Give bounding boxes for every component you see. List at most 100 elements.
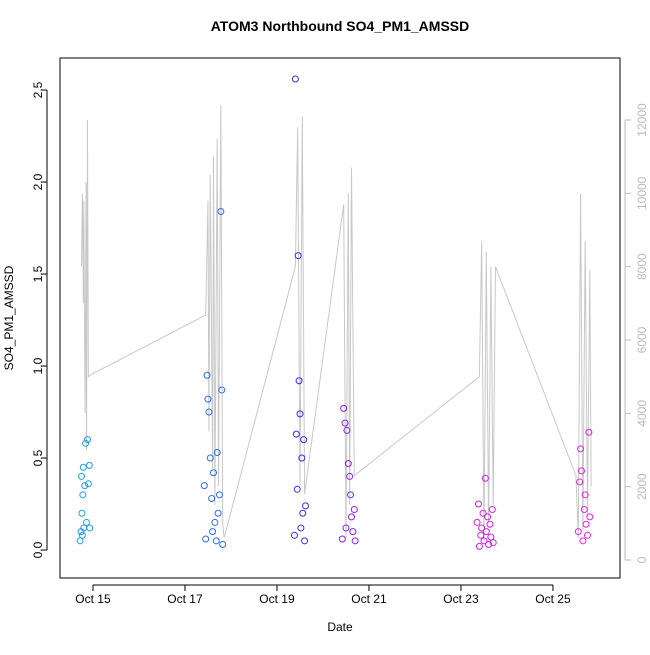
y-tick-label: 1.0: [31, 357, 45, 374]
point: [301, 537, 309, 545]
y-axis-label: SO4_PM1_AMSSD: [2, 265, 16, 370]
point: [79, 463, 87, 471]
point: [215, 491, 223, 499]
point: [478, 524, 486, 532]
point: [346, 472, 354, 480]
point: [338, 535, 346, 543]
y-tick-label: 0.0: [31, 541, 45, 558]
point: [580, 506, 588, 514]
point: [579, 537, 587, 545]
y2-tick-label: 2000: [635, 473, 649, 500]
point: [344, 460, 352, 468]
point: [292, 430, 300, 438]
point: [205, 408, 213, 416]
point: [203, 371, 211, 379]
point: [298, 454, 306, 462]
point: [209, 528, 217, 536]
point: [206, 454, 214, 462]
point: [485, 541, 493, 549]
point: [489, 539, 497, 547]
point: [582, 520, 590, 528]
point: [79, 491, 87, 499]
point: [343, 426, 351, 434]
point: [475, 542, 483, 550]
point: [482, 528, 490, 536]
point: [202, 535, 210, 543]
point: [78, 531, 86, 539]
x-tick-label: Oct 15: [75, 592, 111, 606]
y-tick-label: 0.5: [31, 449, 45, 466]
point: [474, 500, 482, 508]
point: [486, 520, 494, 528]
point: [85, 461, 93, 469]
point: [342, 524, 350, 532]
point: [84, 480, 92, 488]
x-tick-label: Oct 25: [535, 592, 571, 606]
point: [210, 469, 218, 477]
point: [480, 537, 488, 545]
x-tick-label: Oct 21: [351, 592, 387, 606]
point: [340, 404, 348, 412]
point: [347, 513, 355, 521]
point: [574, 528, 582, 536]
point: [488, 506, 496, 514]
point: [294, 252, 302, 260]
point: [577, 467, 585, 475]
point: [350, 506, 358, 514]
x-tick-label: Oct 19: [259, 592, 295, 606]
point: [349, 528, 357, 536]
point: [581, 491, 589, 499]
point: [293, 485, 301, 493]
x-axis-label: Date: [327, 620, 353, 634]
point: [291, 75, 299, 83]
point: [208, 495, 216, 503]
point: [300, 436, 308, 444]
point: [295, 377, 303, 385]
point: [217, 207, 225, 215]
point: [81, 482, 89, 490]
point: [211, 518, 219, 526]
point: [204, 395, 212, 403]
point: [86, 524, 94, 532]
point: [302, 502, 310, 510]
point: [577, 445, 585, 453]
point: [218, 386, 226, 394]
y2-tick-label: 4000: [635, 400, 649, 427]
point: [213, 449, 221, 457]
point: [290, 531, 298, 539]
point: [296, 410, 304, 418]
point: [576, 478, 584, 486]
altitude-line: [80, 105, 592, 542]
point: [583, 531, 591, 539]
point: [477, 531, 485, 539]
x-tick-label: Oct 17: [167, 592, 203, 606]
point: [83, 518, 91, 526]
point: [341, 419, 349, 427]
point: [347, 491, 355, 499]
x-tick-label: Oct 23: [443, 592, 479, 606]
y2-tick-label: 0: [635, 556, 649, 563]
y-tick-label: 2.5: [31, 81, 45, 98]
y2-tick-label: 6000: [635, 326, 649, 353]
point: [212, 537, 220, 545]
point: [200, 482, 208, 490]
point: [585, 428, 593, 436]
point: [484, 513, 492, 521]
point: [479, 509, 487, 517]
point: [586, 513, 594, 521]
point: [78, 509, 86, 517]
point: [82, 439, 90, 447]
point: [297, 524, 305, 532]
point: [214, 509, 222, 517]
plot-box: [59, 57, 621, 579]
y2-tick-label: 8000: [635, 253, 649, 280]
point: [77, 472, 85, 480]
chart-title: ATOM3 Northbound SO4_PM1_AMSSD: [211, 18, 470, 34]
y2-tick-label: 10000: [635, 176, 649, 210]
y-tick-label: 2.0: [31, 173, 45, 190]
y-tick-label: 1.5: [31, 265, 45, 282]
point: [299, 509, 307, 517]
y2-tick-label: 12000: [635, 103, 649, 137]
point: [83, 436, 91, 444]
